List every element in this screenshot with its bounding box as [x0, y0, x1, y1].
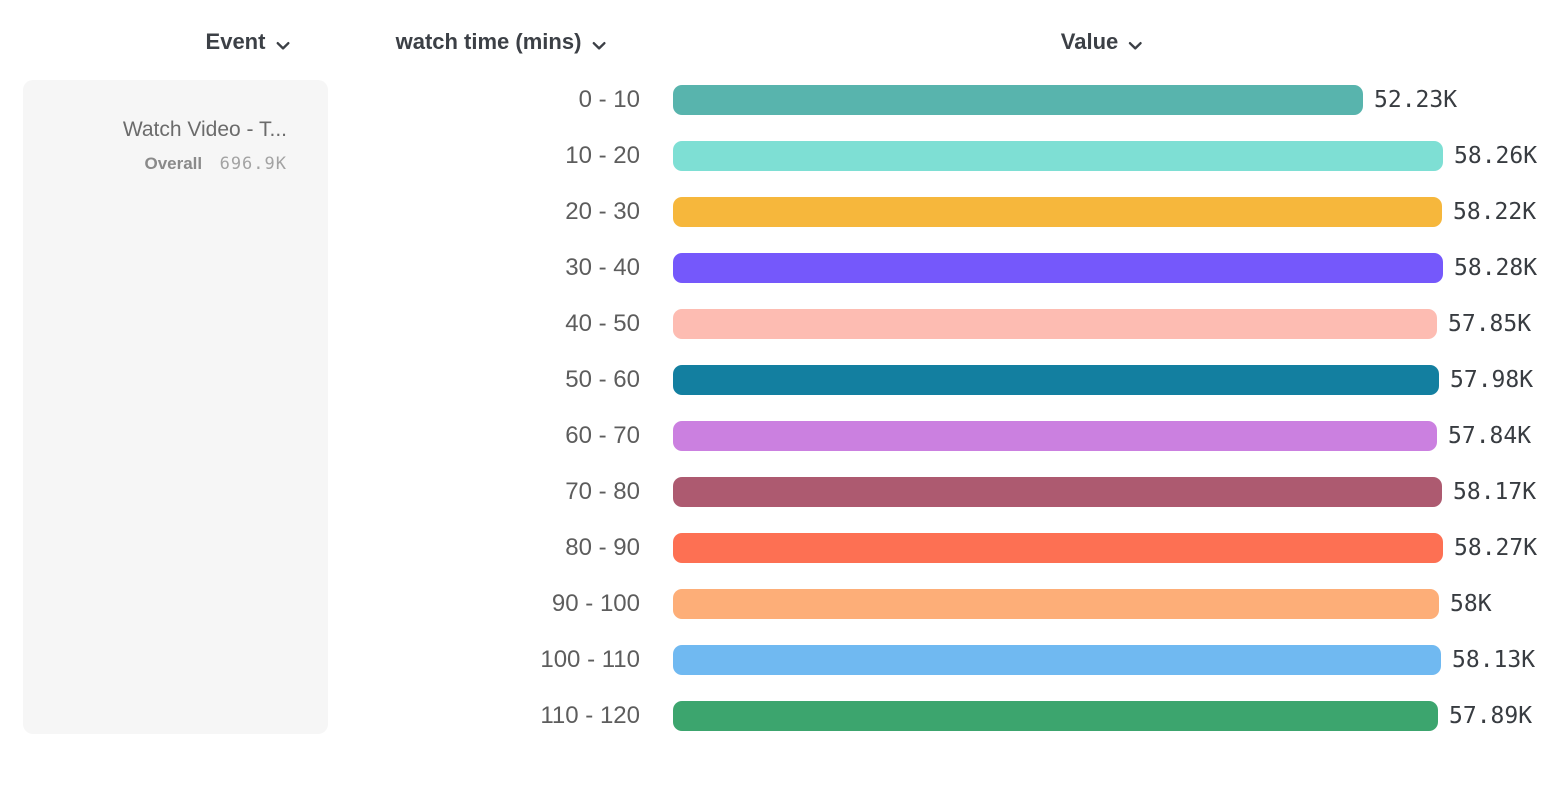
- category-label: 50 - 60: [565, 366, 640, 393]
- category-label: 10 - 20: [565, 142, 640, 169]
- value-label: 52.23K: [1374, 87, 1458, 113]
- bar-segment[interactable]: [673, 589, 1439, 619]
- value-label: 58.13K: [1452, 647, 1536, 673]
- chart-row: 20 - 30 58.22K: [0, 197, 1568, 227]
- legend-event-name[interactable]: Watch Video - T...: [122, 118, 287, 141]
- chevron-down-icon: [591, 31, 606, 57]
- column-header-event-label: Event: [205, 29, 266, 54]
- legend-card: Watch Video - T... Overall 696.9K: [23, 80, 328, 734]
- category-label: 80 - 90: [565, 534, 640, 561]
- column-header-breakdown[interactable]: watch time (mins): [396, 27, 607, 57]
- value-label: 58.26K: [1454, 143, 1538, 169]
- category-label: 20 - 30: [565, 198, 640, 225]
- chevron-down-icon: [1128, 31, 1143, 57]
- column-header-event[interactable]: Event: [206, 27, 291, 57]
- chart-row: 50 - 60 57.98K: [0, 365, 1568, 395]
- overall-label: Overall: [144, 154, 203, 173]
- chart-row: 80 - 90 58.27K: [0, 533, 1568, 563]
- bar-segment[interactable]: [673, 253, 1443, 283]
- category-label: 70 - 80: [565, 478, 640, 505]
- bar-segment[interactable]: [673, 141, 1443, 171]
- category-label: 0 - 10: [578, 86, 640, 113]
- category-label: 60 - 70: [565, 422, 640, 449]
- bar-segment[interactable]: [673, 85, 1363, 115]
- chart-row: 10 - 20 58.26K: [0, 141, 1568, 171]
- bar-segment[interactable]: [673, 365, 1439, 395]
- value-label: 57.89K: [1449, 703, 1533, 729]
- value-label: 57.85K: [1448, 311, 1532, 337]
- bar-segment[interactable]: [673, 477, 1442, 507]
- chevron-down-icon: [275, 31, 290, 57]
- category-label: 110 - 120: [540, 702, 640, 729]
- bar-segment[interactable]: [673, 309, 1437, 339]
- bar-segment[interactable]: [673, 197, 1442, 227]
- column-header-value[interactable]: Value: [1061, 27, 1143, 57]
- column-header-breakdown-label: watch time (mins): [395, 29, 582, 54]
- column-header-value-label: Value: [1060, 29, 1119, 54]
- chart-row: 110 - 120 57.89K: [0, 701, 1568, 731]
- chart-row: 60 - 70 57.84K: [0, 421, 1568, 451]
- legend-overall-row: Overall 696.9K: [47, 154, 287, 174]
- category-label: 40 - 50: [565, 310, 640, 337]
- value-label: 58.27K: [1454, 535, 1538, 561]
- category-label: 30 - 40: [565, 254, 640, 281]
- chart-row: 30 - 40 58.28K: [0, 253, 1568, 283]
- chart-row: 70 - 80 58.17K: [0, 477, 1568, 507]
- value-label: 57.84K: [1448, 423, 1532, 449]
- bar-segment[interactable]: [673, 701, 1438, 731]
- value-label: 58.28K: [1454, 255, 1538, 281]
- value-label: 58.17K: [1453, 479, 1537, 505]
- bar-segment[interactable]: [673, 421, 1437, 451]
- bar-segment[interactable]: [673, 645, 1441, 675]
- category-label: 90 - 100: [551, 590, 640, 617]
- category-label: 100 - 110: [540, 646, 640, 673]
- value-label: 58.22K: [1453, 199, 1537, 225]
- chart-row: 90 - 100 58K: [0, 589, 1568, 619]
- bar-segment[interactable]: [673, 533, 1443, 563]
- value-label: 58K: [1450, 591, 1492, 617]
- chart-row: 100 - 110 58.13K: [0, 645, 1568, 675]
- value-label: 57.98K: [1450, 367, 1534, 393]
- chart-row: 0 - 10 52.23K: [0, 85, 1568, 115]
- chart-row: 40 - 50 57.85K: [0, 309, 1568, 339]
- overall-value: 696.9K: [219, 154, 287, 174]
